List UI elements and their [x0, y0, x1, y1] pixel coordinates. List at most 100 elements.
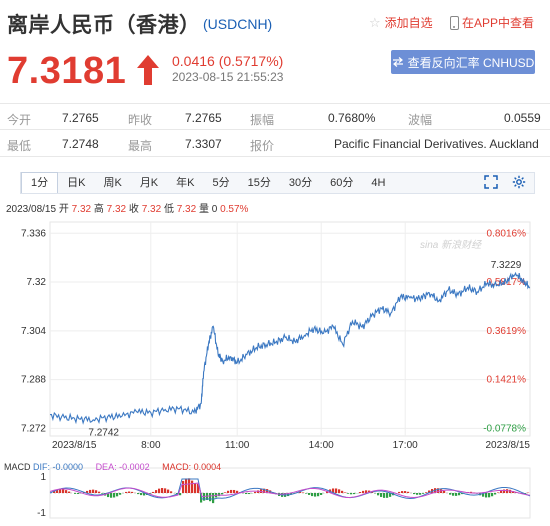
macd-bar: [149, 493, 152, 494]
macd-bar: [56, 489, 59, 493]
macd-title: MACD: [4, 462, 31, 472]
macd-bar: [95, 490, 98, 493]
macd-bar: [209, 493, 212, 502]
tab-9[interactable]: 4H: [371, 177, 386, 189]
macd-bar: [185, 478, 188, 493]
macd-bar: [137, 493, 140, 495]
macd-bar: [338, 489, 341, 493]
macd-bar: [230, 489, 233, 493]
macd-bar: [347, 493, 350, 494]
macd-bar: [524, 493, 527, 494]
macd-dea-label: DEA: -0.0002: [95, 462, 150, 472]
stats-row: 最低 7.2748 最高 7.3307 报价 Pacific Financial…: [0, 130, 550, 157]
pct-tick-label: -0.0778%: [483, 423, 526, 434]
macd-bar: [326, 491, 329, 493]
tab-6[interactable]: 15分: [247, 177, 271, 189]
macd-bar: [248, 493, 251, 495]
add-favorite-button[interactable]: ☆ 添加自选: [369, 14, 433, 31]
min-price-label: 7.2742: [88, 428, 119, 439]
view-in-app-button[interactable]: 在APP中查看: [450, 14, 534, 31]
macd-bar: [488, 493, 491, 498]
tab-8[interactable]: 60分: [330, 177, 354, 189]
macd-bar: [365, 490, 368, 493]
page-title: 离岸人民币（香港）: [7, 14, 201, 37]
macd-dea-line: [49, 482, 531, 499]
macd-bar: [332, 488, 335, 493]
tab-4[interactable]: 年K: [176, 177, 195, 189]
fullscreen-icon[interactable]: [484, 175, 498, 189]
spread-label: 波幅: [408, 113, 433, 127]
macd-bar: [197, 483, 200, 493]
swap-icon: [392, 57, 403, 67]
macd-bar: [452, 493, 455, 496]
ohlc-high: 7.32: [106, 204, 127, 215]
macd-bar: [125, 491, 128, 493]
macd-bar: [152, 491, 155, 493]
reverse-rate-button[interactable]: 查看反向汇率 CNHUSD: [391, 50, 535, 74]
arrow-up-icon: [137, 55, 159, 85]
macd-bar: [182, 480, 185, 493]
quoter-value: Pacific Financial Derivatives. Auckland: [334, 137, 539, 151]
macd-bar: [77, 493, 80, 495]
macd-bar: [398, 491, 401, 493]
low-label: 最低: [7, 139, 32, 153]
high-value: 7.3307: [185, 137, 222, 151]
macd-y-tick: -1: [37, 508, 46, 519]
macd-bar: [158, 488, 161, 493]
macd-bar: [344, 492, 347, 493]
x-tick-label: 11:00: [225, 440, 250, 451]
macd-bar: [485, 493, 488, 498]
tab-3[interactable]: 月K: [139, 177, 159, 189]
macd-bar: [389, 493, 392, 497]
tab-1[interactable]: 日K: [67, 177, 86, 189]
macd-bar: [128, 491, 131, 493]
y-tick-label: 7.288: [21, 375, 46, 386]
macd-bar: [110, 493, 113, 498]
tab-7[interactable]: 30分: [288, 177, 313, 189]
macd-bar: [227, 490, 230, 493]
tab-0[interactable]: 1分: [21, 172, 59, 193]
watermark: sina 新浪财经: [420, 239, 482, 251]
macd-bar: [131, 491, 134, 493]
quoter-label: 报价: [250, 139, 275, 153]
price-chart[interactable]: 7.3367.327.3047.2887.2720.8016%0.5817%0.…: [0, 218, 550, 526]
macd-bar: [212, 493, 215, 504]
macd-bar: [362, 490, 365, 493]
macd-bar: [443, 491, 446, 493]
tab-5[interactable]: 5分: [212, 177, 230, 189]
ohlc-volume-label: 量: [198, 204, 209, 215]
macd-bar: [317, 493, 320, 497]
pct-tick-label: 0.1421%: [487, 375, 527, 386]
macd-bar: [263, 488, 266, 493]
macd-bar: [98, 491, 101, 493]
macd-bar: [74, 493, 77, 494]
macd-bar: [224, 492, 227, 493]
macd-bar: [335, 488, 338, 493]
tab-2[interactable]: 周K: [103, 177, 122, 189]
macd-bar: [59, 488, 62, 493]
macd-bar: [470, 491, 473, 493]
macd-bar: [377, 493, 380, 496]
settings-icon[interactable]: [512, 175, 526, 189]
ohlc-volume: 0: [211, 204, 218, 215]
price-line: [49, 271, 531, 425]
macd-bar: [68, 491, 71, 493]
macd-bar: [179, 493, 182, 496]
ohlc-close-label: 收: [128, 204, 139, 215]
macd-bar: [89, 489, 92, 493]
reverse-rate-label: 查看反向汇率 CNHUSD: [407, 55, 535, 70]
macd-bar: [119, 493, 122, 495]
macd-bar: [188, 478, 191, 493]
macd-bar: [428, 490, 431, 493]
open-label: 今开: [7, 113, 32, 127]
macd-bar: [386, 493, 389, 498]
prev-close-label: 昨收: [128, 113, 153, 127]
pct-tick-label: 0.3619%: [487, 326, 527, 337]
macd-bar: [311, 493, 314, 497]
macd-bar: [416, 493, 419, 495]
x-tick-label: 2023/8/15: [52, 440, 97, 451]
macd-bar: [65, 490, 68, 493]
macd-bar: [161, 488, 164, 493]
macd-bar: [140, 493, 143, 496]
macd-header: MACD DIF: -0.0000 DEA: -0.0002 MACD: 0.0…: [4, 462, 221, 472]
